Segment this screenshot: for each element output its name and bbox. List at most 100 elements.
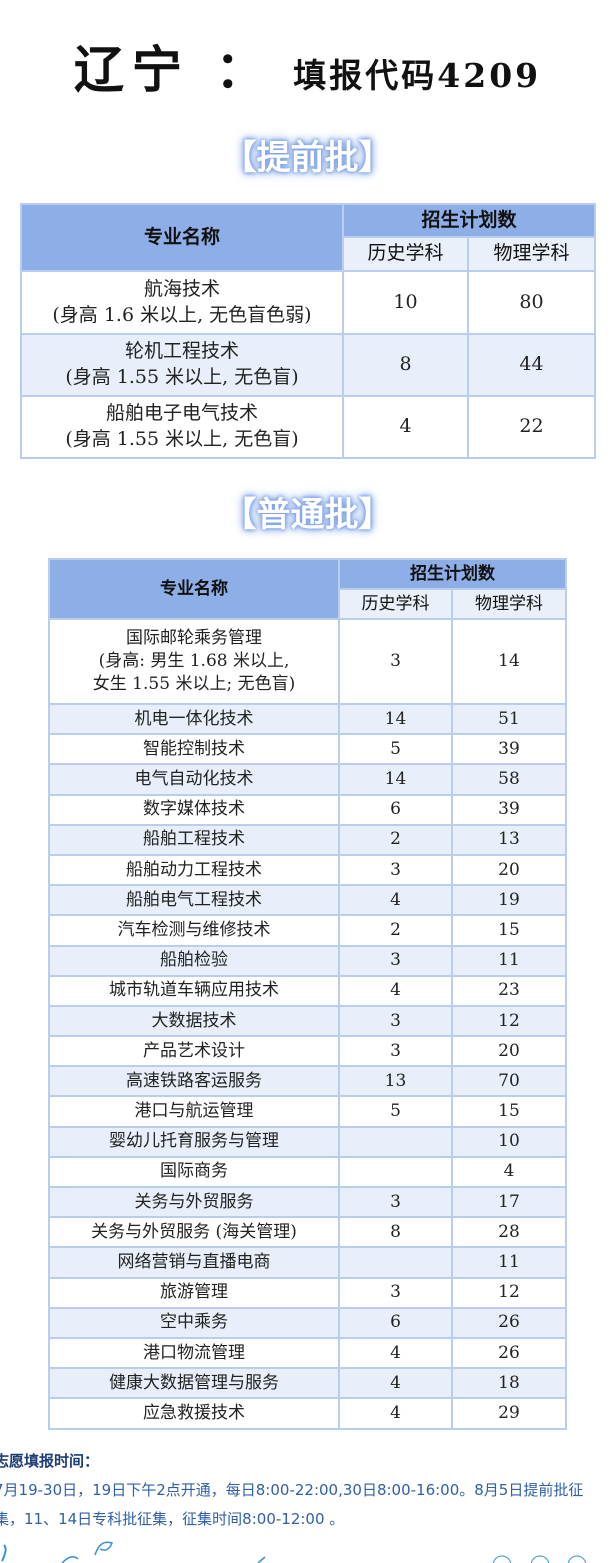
physics-count: 12 [451, 1276, 567, 1309]
table-row: 国际商务 4 [48, 1155, 567, 1189]
header-history: 历史学科 [342, 236, 469, 272]
physics-count: 11 [451, 944, 567, 977]
physics-count: 11 [451, 1246, 567, 1279]
major-note: (身高 1.55 米以上, 无色盲) [65, 366, 299, 388]
major-name: 关务与外贸服务 (海关管理) [48, 1216, 340, 1249]
table-row: 智能控制技术 5 39 [48, 733, 567, 766]
physics-count: 51 [451, 702, 567, 736]
table-row: 港口与航运管理 5 15 [48, 1095, 567, 1128]
footer-heading: 志愿填报时间： [0, 1452, 100, 1470]
table-row: 高速铁路客运服务 13 70 [48, 1065, 567, 1098]
regular-batch-heading: 【普通批】 [222, 495, 393, 535]
physics-count: 18 [451, 1367, 567, 1400]
major-name: 国际商务 [48, 1155, 340, 1189]
history-count [338, 1246, 453, 1279]
table-row: 网络营销与直播电商 11 [48, 1246, 567, 1279]
history-count: 8 [338, 1216, 453, 1249]
physics-count: 39 [451, 733, 567, 766]
table-row: 船舶检验 3 11 [48, 944, 567, 977]
major-name: 机电一体化技术 [48, 702, 340, 736]
history-count: 3 [338, 1004, 453, 1038]
major-name: 旅游管理 [48, 1276, 340, 1309]
history-count: 4 [342, 395, 469, 459]
history-count: 4 [338, 1336, 453, 1370]
major-name: 港口与航运管理 [48, 1095, 340, 1128]
physics-count: 19 [451, 884, 567, 917]
major-name: 船舶动力工程技术 [48, 853, 340, 887]
physics-count: 13 [451, 823, 567, 856]
history-count: 4 [338, 1397, 453, 1430]
table-row: 电气自动化技术 14 58 [48, 763, 567, 796]
physics-count: 17 [451, 1185, 567, 1219]
header-plan: 招生计划数 [338, 558, 567, 590]
early-batch-heading: 【提前批】 [222, 138, 393, 178]
header-physics: 物理学科 [466, 236, 597, 272]
table-row: 轮机工程技术 (身高 1.55 米以上, 无色盲) 8 44 [20, 333, 597, 397]
history-count: 5 [338, 733, 453, 766]
major-name: 城市轨道车辆应用技术 [48, 974, 340, 1007]
physics-count: 20 [451, 853, 567, 887]
history-count: 3 [338, 1276, 453, 1309]
table-row: 婴幼儿托育服务与管理 10 [48, 1125, 567, 1158]
decorative-doodle-icon [1, 1541, 587, 1563]
table-row: 汽车检测与维修技术 2 15 [48, 914, 567, 947]
major-name: 空中乘务 [48, 1306, 340, 1339]
history-count [338, 1125, 453, 1158]
table-row: 国际邮轮乘务管理 (身高: 男生 1.68 米以上, 女生 1.55 米以上; 无色… [48, 618, 567, 705]
major-name: 产品艺术设计 [48, 1035, 340, 1068]
physics-count: 39 [451, 793, 567, 826]
table-row: 数字媒体技术 6 39 [48, 793, 567, 826]
header-major: 专业名称 [20, 203, 344, 272]
history-count: 5 [338, 1095, 453, 1128]
history-count: 13 [338, 1065, 453, 1098]
major-name: 电气自动化技术 [48, 763, 340, 796]
history-count: 6 [338, 793, 453, 826]
history-count: 3 [338, 1185, 453, 1219]
table-row: 大数据技术 3 12 [48, 1004, 567, 1038]
regular-batch-table: 专业名称 招生计划数 历史学科 物理学科 国际邮轮乘务管理 (身高: 男生 1.68 … [48, 558, 567, 1430]
major-name: 港口物流管理 [48, 1336, 340, 1370]
history-count: 6 [338, 1306, 453, 1339]
physics-count: 26 [451, 1306, 567, 1339]
physics-count: 26 [451, 1336, 567, 1370]
major-name: 婴幼儿托育服务与管理 [48, 1125, 340, 1158]
major-name: 船舶电子电气技术 [105, 402, 258, 425]
physics-count: 15 [451, 914, 567, 947]
history-count: 2 [338, 823, 453, 856]
header-history: 历史学科 [338, 588, 453, 620]
physics-count: 23 [451, 974, 567, 1007]
history-count [338, 1155, 453, 1189]
physics-count: 22 [466, 395, 597, 459]
major-name: 关务与外贸服务 [48, 1185, 340, 1219]
header-plan: 招生计划数 [341, 203, 597, 238]
history-count: 4 [338, 1367, 453, 1400]
history-count: 2 [338, 914, 453, 947]
history-count: 3 [338, 944, 453, 977]
history-count: 8 [342, 333, 469, 397]
major-name: 国际邮轮乘务管理 [126, 628, 262, 649]
table-row: 船舶动力工程技术 3 20 [48, 853, 567, 887]
footer-line-2: 集，11、14日专科批征集，征集时间8:00-12:00 。 [0, 1510, 345, 1528]
header-physics: 物理学科 [451, 588, 567, 620]
table-row: 船舶工程技术 2 13 [48, 823, 567, 856]
major-name: 智能控制技术 [48, 733, 340, 766]
major-name: 应急救援技术 [48, 1397, 340, 1430]
physics-count: 29 [451, 1397, 567, 1430]
table-row: 城市轨道车辆应用技术 4 23 [48, 974, 567, 1007]
table-row: 空中乘务 6 26 [48, 1306, 567, 1339]
physics-count: 4 [451, 1155, 567, 1189]
physics-count: 80 [466, 270, 597, 335]
major-name: 航海技术 [143, 277, 220, 300]
table-row: 港口物流管理 4 26 [48, 1336, 567, 1370]
table-row: 产品艺术设计 3 20 [48, 1035, 567, 1068]
major-name: 船舶电气工程技术 [48, 884, 340, 917]
major-name: 轮机工程技术 [124, 340, 239, 363]
major-name: 高速铁路客运服务 [48, 1065, 340, 1098]
history-count: 3 [338, 1035, 453, 1068]
physics-count: 28 [451, 1216, 567, 1249]
history-count: 4 [338, 884, 453, 917]
physics-count: 20 [451, 1035, 567, 1068]
table-row: 船舶电子电气技术 (身高 1.55 米以上, 无色盲) 4 22 [20, 395, 597, 459]
table-row: 健康大数据管理与服务 4 18 [48, 1367, 567, 1400]
history-count: 14 [338, 702, 453, 736]
